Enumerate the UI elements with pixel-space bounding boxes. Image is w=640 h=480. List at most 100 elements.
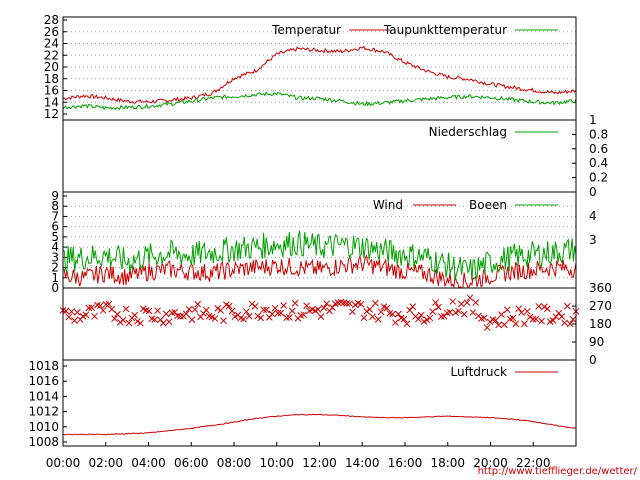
y-tick-label: 28: [44, 13, 59, 27]
y-tick-label: 18: [44, 72, 59, 86]
y-tick-label: 8: [51, 199, 59, 213]
wind-direction-point: [105, 300, 113, 308]
wind-direction-point: [472, 299, 480, 306]
wind-direction-point: [564, 302, 571, 310]
wind-direction-point: [217, 306, 224, 314]
wind-direction-point: [251, 303, 259, 310]
wind-direction-point: [165, 318, 173, 326]
wind-direction-point: [111, 315, 118, 323]
wind-direction-point: [65, 313, 73, 321]
wind-direction-point: [131, 311, 139, 319]
wind-direction-point: [394, 310, 402, 318]
wind-direction-point: [415, 315, 422, 323]
wind-direction-point: [82, 311, 90, 319]
wind-direction-point: [518, 309, 525, 316]
credit-link[interactable]: http://www.tiefflieger.de/wetter/: [478, 466, 638, 477]
wind-direction-point: [271, 304, 279, 312]
wind-direction-point: [360, 314, 368, 322]
wind-direction-point: [291, 299, 299, 307]
wind-direction-point: [71, 317, 78, 324]
wind-direction-point: [202, 306, 210, 314]
y-tick-label: 90: [589, 335, 604, 349]
wind-direction-point: [323, 300, 331, 307]
wind-direction-point: [314, 306, 322, 313]
wind-direction-point: [119, 316, 127, 324]
wind-direction-point: [455, 307, 462, 315]
legend-label: Wind: [373, 198, 403, 212]
wind-direction-point: [549, 317, 557, 324]
wind-direction-point: [463, 299, 471, 307]
legend-label: Temperatur: [271, 23, 341, 37]
wind-direction-point: [392, 319, 399, 326]
wind-direction-point: [426, 314, 434, 322]
wind-direction-point: [263, 306, 270, 314]
wind-direction-point: [366, 306, 374, 313]
wind-direction-point: [194, 300, 202, 308]
wind-direction-point: [466, 294, 474, 302]
wind-direction-point: [211, 315, 219, 322]
wind-direction-point: [245, 312, 253, 320]
y-tick-label: 270: [589, 299, 612, 313]
x-tick-label: 20:00: [473, 456, 508, 470]
wind-direction-point: [495, 321, 502, 329]
wind-direction-point: [91, 312, 98, 320]
wind-direction-point: [240, 315, 247, 323]
wind-direction-point: [566, 320, 574, 328]
wind-direction-point: [177, 312, 184, 320]
series-line-Boeen: [62, 230, 577, 281]
wind-direction-point: [383, 304, 391, 312]
wind-direction-point: [137, 319, 144, 327]
y-tick-label: 1012: [28, 405, 59, 419]
wind-direction-point: [243, 308, 250, 316]
wind-direction-point: [274, 309, 282, 317]
wind-direction-point: [108, 305, 116, 313]
wind-direction-point: [543, 305, 551, 313]
wind-direction-point: [535, 302, 543, 310]
y-tick-label: 4: [51, 240, 59, 254]
x-tick-label: 00:00: [46, 456, 81, 470]
wind-direction-point: [561, 319, 568, 327]
wind-direction-point: [523, 307, 531, 315]
y-tick-label: 0.6: [589, 142, 608, 156]
y2-tick-label: 4: [589, 209, 597, 223]
wind-direction-point: [225, 302, 233, 310]
wind-direction-point: [122, 305, 130, 313]
x-tick-label: 16:00: [388, 456, 423, 470]
wind-direction-point: [154, 307, 161, 315]
x-tick-label: 18:00: [430, 456, 465, 470]
x-tick-label: 22:00: [516, 456, 551, 470]
legend-label: Niederschlag: [429, 125, 507, 139]
wind-direction-point: [220, 317, 227, 325]
panel-3: 0 90 180 270 360: [59, 281, 612, 367]
y-tick-label: 1014: [28, 389, 59, 403]
wind-direction-point: [162, 310, 170, 318]
wind-direction-point: [145, 307, 153, 315]
y-tick-label: 9: [51, 189, 59, 203]
wind-direction-point: [500, 321, 508, 328]
wind-direction-point: [409, 303, 416, 310]
y-tick-label: 7: [51, 209, 59, 223]
wind-direction-point: [377, 308, 385, 316]
x-tick-label: 02:00: [88, 456, 123, 470]
wind-direction-point: [300, 311, 308, 319]
wind-direction-point: [254, 312, 262, 320]
wind-direction-point: [349, 308, 356, 316]
x-axis: 00:00 02:00 04:00 06:00 08:00 10:00 12:00 14:00…: [46, 442, 551, 470]
wind-direction-point: [68, 308, 75, 316]
wind-direction-point: [228, 307, 236, 315]
wind-direction-point: [503, 306, 511, 314]
y-tick-label: 1018: [28, 359, 59, 373]
wind-direction-point: [435, 303, 442, 311]
y-tick-label: 0: [589, 353, 597, 367]
wind-direction-point: [214, 305, 222, 312]
series-line-Wind: [62, 253, 577, 289]
series-line-Taupunkttemperatur: [62, 91, 577, 111]
y-tick-label: 1016: [28, 374, 59, 388]
wind-direction-point: [62, 307, 70, 315]
wind-direction-point: [125, 319, 133, 327]
